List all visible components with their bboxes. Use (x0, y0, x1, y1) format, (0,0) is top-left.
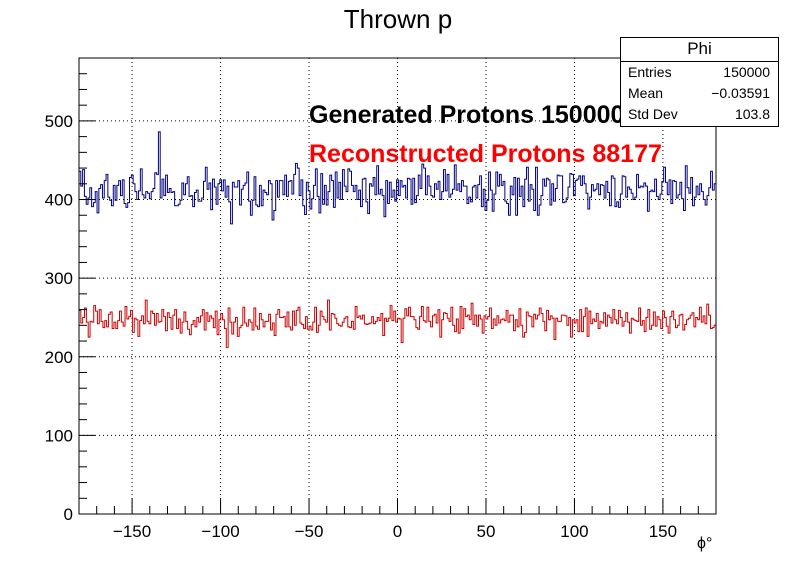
x-tick-label: 100 (560, 522, 588, 541)
y-tick-label: 100 (45, 426, 73, 445)
generated-annotation: Generated Protons 150000 (309, 101, 625, 129)
stats-label: Std Dev (628, 106, 678, 122)
reconstructed-annotation: Reconstructed Protons 88177 (309, 140, 662, 168)
stats-value: 103.8 (734, 106, 770, 122)
y-tick-label: 500 (45, 112, 73, 131)
axis-ticks (78, 57, 717, 515)
x-tick-label: 150 (649, 522, 677, 541)
generated-histogram-line (79, 131, 716, 225)
grid-lines (79, 58, 716, 514)
axis-tick-labels: −150 −100 −50 0 50 100 150 0 100 200 300 400 500 (45, 112, 677, 541)
stats-box-title: Phi (621, 38, 778, 62)
x-tick-label: −50 (295, 522, 324, 541)
y-tick-label: 300 (45, 269, 73, 288)
x-axis-label: ϕ° (697, 535, 713, 552)
stats-label: Mean (628, 85, 664, 101)
y-tick-label: 0 (64, 505, 73, 524)
x-tick-label: −150 (113, 522, 151, 541)
y-tick-label: 400 (45, 191, 73, 210)
y-tick-label: 200 (45, 348, 73, 367)
stats-row-entries: Entries 150000 (621, 62, 778, 83)
stats-value: −0.03591 (711, 85, 770, 101)
stats-label: Entries (628, 64, 672, 80)
x-tick-label: 0 (393, 522, 402, 541)
chart-title: Thrown p (343, 4, 453, 34)
reconstructed-histogram-line (79, 299, 716, 348)
stats-row-mean: Mean −0.03591 (621, 83, 778, 104)
series-layer (79, 131, 716, 348)
stats-value: 150000 (723, 64, 770, 80)
stats-box: Phi Entries 150000 Mean −0.03591 Std Dev… (620, 37, 779, 127)
stats-row-stddev: Std Dev 103.8 (621, 104, 778, 125)
x-tick-label: −100 (201, 522, 239, 541)
x-tick-label: 50 (477, 522, 496, 541)
